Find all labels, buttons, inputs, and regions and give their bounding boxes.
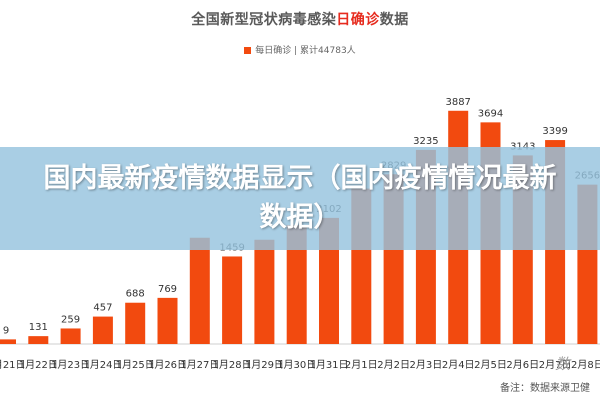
x-tick-label: 1月26日 (148, 359, 187, 371)
bar (189, 237, 210, 344)
x-tick-label: 1月24日 (83, 359, 122, 371)
bar (286, 225, 307, 344)
bar (157, 297, 178, 344)
data-label: 3143 (510, 141, 535, 152)
title-banner: 国内最新疫情数据显示（国内疫情情况最新数据） (0, 147, 600, 250)
bar (28, 336, 49, 344)
title-prefix: 全国新型冠状病毒感染 (191, 12, 337, 28)
x-tick-label: 1月22日 (19, 359, 58, 371)
watermark-text: 数 (555, 355, 571, 373)
x-tick-label: 2月2日 (377, 359, 410, 371)
data-label: 3399 (542, 126, 567, 137)
x-tick-label: 2月6日 (506, 359, 539, 371)
data-label: 3235 (413, 136, 438, 147)
bar (60, 328, 81, 344)
x-tick-label: 2月8日 (571, 359, 600, 371)
legend-label: 每日确诊 | 累计44783人 (255, 46, 356, 56)
x-tick-label: 1月27日 (180, 359, 219, 371)
data-label: 259 (61, 314, 80, 325)
x-tick-label: 2月7日 (539, 359, 572, 371)
bar (92, 316, 113, 344)
x-tick-label: 1月28日 (213, 359, 252, 371)
x-tick-label: 1月30日 (277, 359, 316, 371)
chart-title: 全国新型冠状病毒感染日确诊数据 (0, 9, 600, 29)
title-highlight: 确诊 (350, 12, 380, 28)
data-label: 9 (3, 325, 9, 336)
banner-text: 国内最新疫情数据显示（国内疫情情况最新数据） (43, 163, 557, 233)
data-label: 688 (126, 289, 145, 300)
data-label: 457 (93, 303, 112, 314)
x-tick-label: 1月23日 (51, 359, 90, 371)
x-tick-label: 1月25日 (116, 359, 155, 371)
x-tick-label: 2月1日 (345, 359, 378, 371)
data-label: 3694 (478, 108, 503, 119)
x-tick-label: 2月5日 (474, 359, 507, 371)
x-tick-label: 1月29日 (245, 359, 284, 371)
bar (222, 256, 243, 344)
x-tick-label: 1月21日 (0, 359, 26, 371)
data-label: 3887 (445, 97, 470, 108)
chart-legend: 每日确诊 | 累计44783人 (0, 43, 600, 56)
title-suffix: 数据 (379, 12, 409, 28)
data-label: 769 (158, 284, 177, 295)
bar (254, 239, 275, 344)
data-label: 131 (29, 322, 48, 333)
bar (0, 339, 16, 344)
source-note: 备注：数据来源卫健 (500, 383, 590, 394)
title-highlight-leading: 日 (336, 12, 351, 28)
x-tick-label: 1月31日 (309, 359, 348, 371)
legend-swatch (244, 47, 252, 54)
x-tick-label: 2月3日 (410, 359, 443, 371)
x-tick-label: 2月4日 (442, 359, 475, 371)
bar (125, 302, 146, 344)
